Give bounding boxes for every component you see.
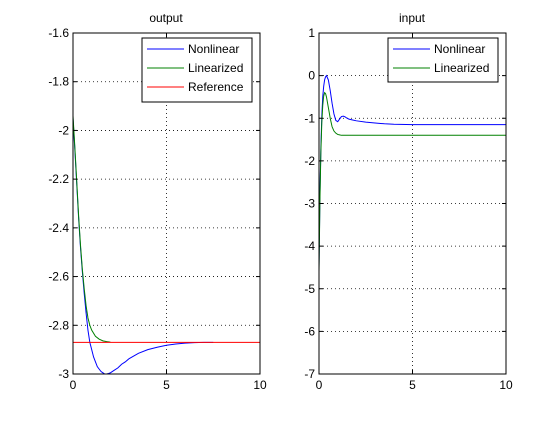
input-xtick-label: 0: [316, 378, 323, 392]
output-legend-label-linearized: Linearized: [188, 61, 243, 75]
input-ytick-label: 0: [308, 69, 315, 83]
input-ytick-label: -7: [304, 367, 315, 381]
output-ticks: 0 5 10 -3 -2.8 -2.6 -2.4 -2.2 -2 -1.8 -1.6: [48, 26, 267, 392]
output-ytick-label: -2.8: [48, 318, 69, 332]
input-ytick-label: -1: [304, 111, 315, 125]
output-ytick-label: -1.8: [48, 75, 69, 89]
output-ytick-label: -3: [58, 367, 69, 381]
output-ytick-label: -1.6: [48, 26, 69, 40]
output-ytick-label: -2: [58, 123, 69, 137]
output-xtick-label: 5: [163, 378, 170, 392]
output-legend: Nonlinear Linearized Reference: [141, 37, 253, 103]
output-xtick-label: 10: [253, 378, 267, 392]
output-ytick-label: -2.2: [48, 172, 69, 186]
input-xtick-label: 5: [409, 378, 416, 392]
input-legend-label-nonlinear: Nonlinear: [434, 42, 485, 56]
input-axes: input 0 5 10 -7 -6 -5 -4 -3 -2 -1 0 1 Nonlinear Line…: [304, 11, 513, 392]
input-ticks: 0 5 10 -7 -6 -5 -4 -3 -2 -1 0 1: [304, 26, 513, 392]
input-ytick-label: -5: [304, 282, 315, 296]
input-ytick-label: -6: [304, 324, 315, 338]
output-ytick-label: -2.4: [48, 221, 69, 235]
output-legend-label-nonlinear: Nonlinear: [188, 42, 239, 56]
input-legend: Nonlinear Linearized: [387, 37, 499, 83]
input-series-linearized-line: [319, 91, 506, 272]
input-series-nonlinear-line: [319, 74, 506, 268]
input-grid: [319, 33, 506, 374]
input-legend-label-linearized: Linearized: [434, 61, 489, 75]
output-xtick-label: 0: [70, 378, 77, 392]
output-legend-label-reference: Reference: [188, 80, 244, 94]
output-title: output: [149, 11, 183, 25]
output-axes: output 0 5 10-3-2.8-2.6-2.4-2.2-2-1.8-1.6 …: [48, 11, 267, 392]
input-xtick-label: 10: [499, 378, 513, 392]
input-series: [319, 74, 506, 272]
input-legend-box: [387, 37, 499, 83]
input-ytick-label: 1: [308, 26, 315, 40]
output-series: [73, 115, 260, 374]
input-ytick-label: -4: [304, 239, 315, 253]
input-ytick-label: -3: [304, 197, 315, 211]
output-ytick-label: -2.6: [48, 270, 69, 284]
input-title: input: [399, 11, 426, 25]
output-series-linearized-line: [73, 115, 111, 343]
input-ytick-label: -2: [304, 154, 315, 168]
